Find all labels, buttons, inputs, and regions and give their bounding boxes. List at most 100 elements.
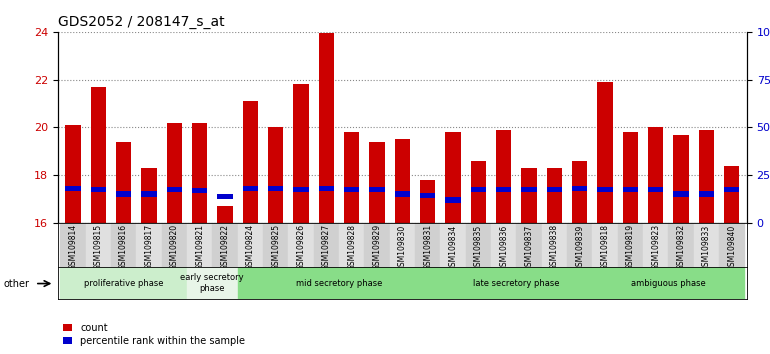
Bar [142,168,156,223]
Bar [517,223,541,267]
Bar [674,192,688,197]
Bar [364,223,390,267]
Text: GSM109814: GSM109814 [69,224,78,270]
Bar [136,223,162,267]
Bar [60,223,85,267]
Bar [445,132,460,223]
Text: GSM109839: GSM109839 [575,224,584,270]
Bar [85,223,111,267]
Text: GSM109816: GSM109816 [119,224,128,270]
Text: GSM109823: GSM109823 [651,224,660,270]
Bar [192,123,207,223]
Bar [293,187,309,192]
Bar [238,267,440,299]
Bar [623,187,638,192]
Bar [142,192,156,197]
Bar [618,223,643,267]
Bar [162,223,187,267]
Bar [166,187,182,192]
Bar [116,142,131,223]
Bar [694,223,719,267]
Bar [698,130,714,223]
Bar [319,33,334,223]
Bar [445,198,460,203]
Bar [724,166,739,223]
Bar [288,223,313,267]
Bar [243,101,258,223]
Bar [521,187,537,192]
Text: GSM109836: GSM109836 [499,224,508,270]
Bar [521,168,537,223]
Text: GSM109826: GSM109826 [296,224,306,270]
Bar [470,187,486,192]
Bar [668,223,694,267]
Bar [592,267,745,299]
Bar [719,223,745,267]
Bar [217,194,233,199]
Bar [65,185,81,191]
Bar [243,185,258,191]
Text: GSM109820: GSM109820 [170,224,179,270]
Bar [698,192,714,197]
Bar [440,267,592,299]
Bar [313,223,339,267]
Text: early secretory
phase: early secretory phase [180,274,244,293]
Bar [370,187,384,192]
Text: GSM109832: GSM109832 [677,224,685,270]
Text: GSM109818: GSM109818 [601,224,610,270]
Bar [415,223,440,267]
Text: GSM109838: GSM109838 [550,224,559,270]
Text: GSM109824: GSM109824 [246,224,255,270]
Bar [648,187,663,192]
Bar [547,187,562,192]
Bar [470,161,486,223]
Bar [592,223,618,267]
Text: GSM109829: GSM109829 [373,224,381,270]
Bar [116,192,131,197]
Bar [370,142,384,223]
Bar [440,223,466,267]
Text: other: other [3,279,29,289]
Bar [572,161,588,223]
Bar [192,188,207,193]
Text: GSM109831: GSM109831 [424,224,432,270]
Text: GDS2052 / 208147_s_at: GDS2052 / 208147_s_at [58,16,224,29]
Bar [166,123,182,223]
Text: GSM109817: GSM109817 [145,224,153,270]
Bar [598,187,613,192]
Text: ambiguous phase: ambiguous phase [631,279,706,288]
Bar [567,223,592,267]
Bar [496,187,511,192]
Text: GSM109815: GSM109815 [94,224,102,270]
Bar [238,223,263,267]
Text: GSM109837: GSM109837 [524,224,534,270]
Bar [643,223,668,267]
Text: GSM109830: GSM109830 [398,224,407,270]
Bar [572,185,588,191]
Bar [395,192,410,197]
Bar [268,185,283,191]
Bar [390,223,415,267]
Text: mid secretory phase: mid secretory phase [296,279,382,288]
Bar [268,127,283,223]
Bar [91,87,106,223]
Bar [395,139,410,223]
Text: GSM109821: GSM109821 [195,224,204,270]
Bar [724,187,739,192]
Bar [648,127,663,223]
Bar [420,193,435,198]
Bar [319,185,334,191]
Bar [217,206,233,223]
Bar [420,180,435,223]
Bar [541,223,567,267]
Bar [339,223,364,267]
Bar [213,223,238,267]
Bar [466,223,491,267]
Bar [263,223,288,267]
Bar [65,125,81,223]
Text: proliferative phase: proliferative phase [84,279,163,288]
Bar [598,82,613,223]
Bar [187,223,213,267]
Text: GSM109834: GSM109834 [448,224,457,270]
Text: GSM109822: GSM109822 [220,224,229,270]
